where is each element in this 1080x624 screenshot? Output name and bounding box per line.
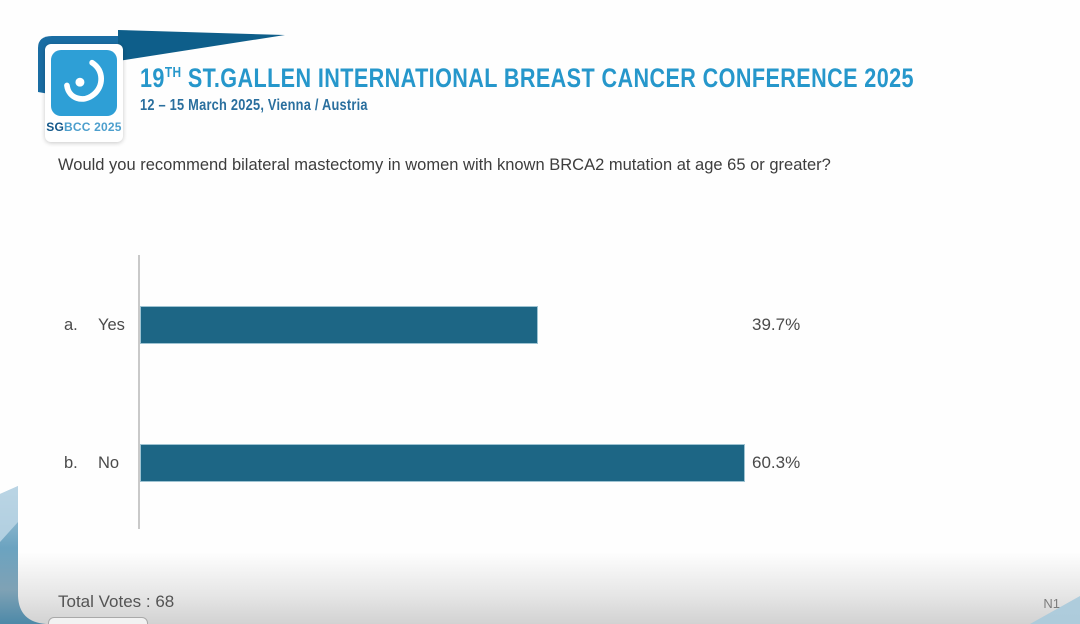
bar-yes xyxy=(140,306,538,344)
value-label-yes: 39.7% xyxy=(752,315,801,334)
logo-caption-bcc: BCC 2025 xyxy=(64,120,122,134)
corner-decoration-left xyxy=(0,486,46,624)
poll-question: Would you recommend bilateral mastectomy… xyxy=(58,156,831,174)
header-title-block: 19TH ST.GALLEN INTERNATIONAL BREAST CANC… xyxy=(140,63,914,115)
value-label-no: 60.3% xyxy=(752,453,801,472)
footer-gradient xyxy=(0,552,1080,624)
corner-decoration-right xyxy=(1030,596,1080,624)
total-votes: Total Votes : 68 xyxy=(58,592,175,611)
option-letter: a. xyxy=(64,315,78,334)
title-ordinal: TH xyxy=(164,65,182,81)
cutoff-button[interactable] xyxy=(48,617,148,624)
category-label-no: b. No xyxy=(64,444,119,482)
logo-caption-sg: SG xyxy=(46,120,65,134)
breast-icon xyxy=(64,59,104,102)
chart-axis-line xyxy=(138,255,140,529)
ribbon-pennant xyxy=(118,30,285,61)
title-text: ST.GALLEN INTERNATIONAL BREAST CANCER CO… xyxy=(181,63,914,93)
title-number: 19 xyxy=(140,63,165,93)
option-letter: b. xyxy=(64,453,78,472)
bar-no xyxy=(140,444,745,482)
slide-reference: N1 xyxy=(1043,596,1060,611)
option-text: Yes xyxy=(98,315,125,334)
conference-title: 19TH ST.GALLEN INTERNATIONAL BREAST CANC… xyxy=(140,63,914,94)
conference-subtitle: 12 – 15 March 2025, Vienna / Austria xyxy=(140,96,368,114)
logo-caption: SGBCC 2025 xyxy=(46,120,121,134)
logo-square xyxy=(51,50,117,116)
conference-logo: SGBCC 2025 xyxy=(45,44,123,142)
option-text: No xyxy=(98,453,120,472)
category-label-yes: a. Yes xyxy=(64,306,125,344)
